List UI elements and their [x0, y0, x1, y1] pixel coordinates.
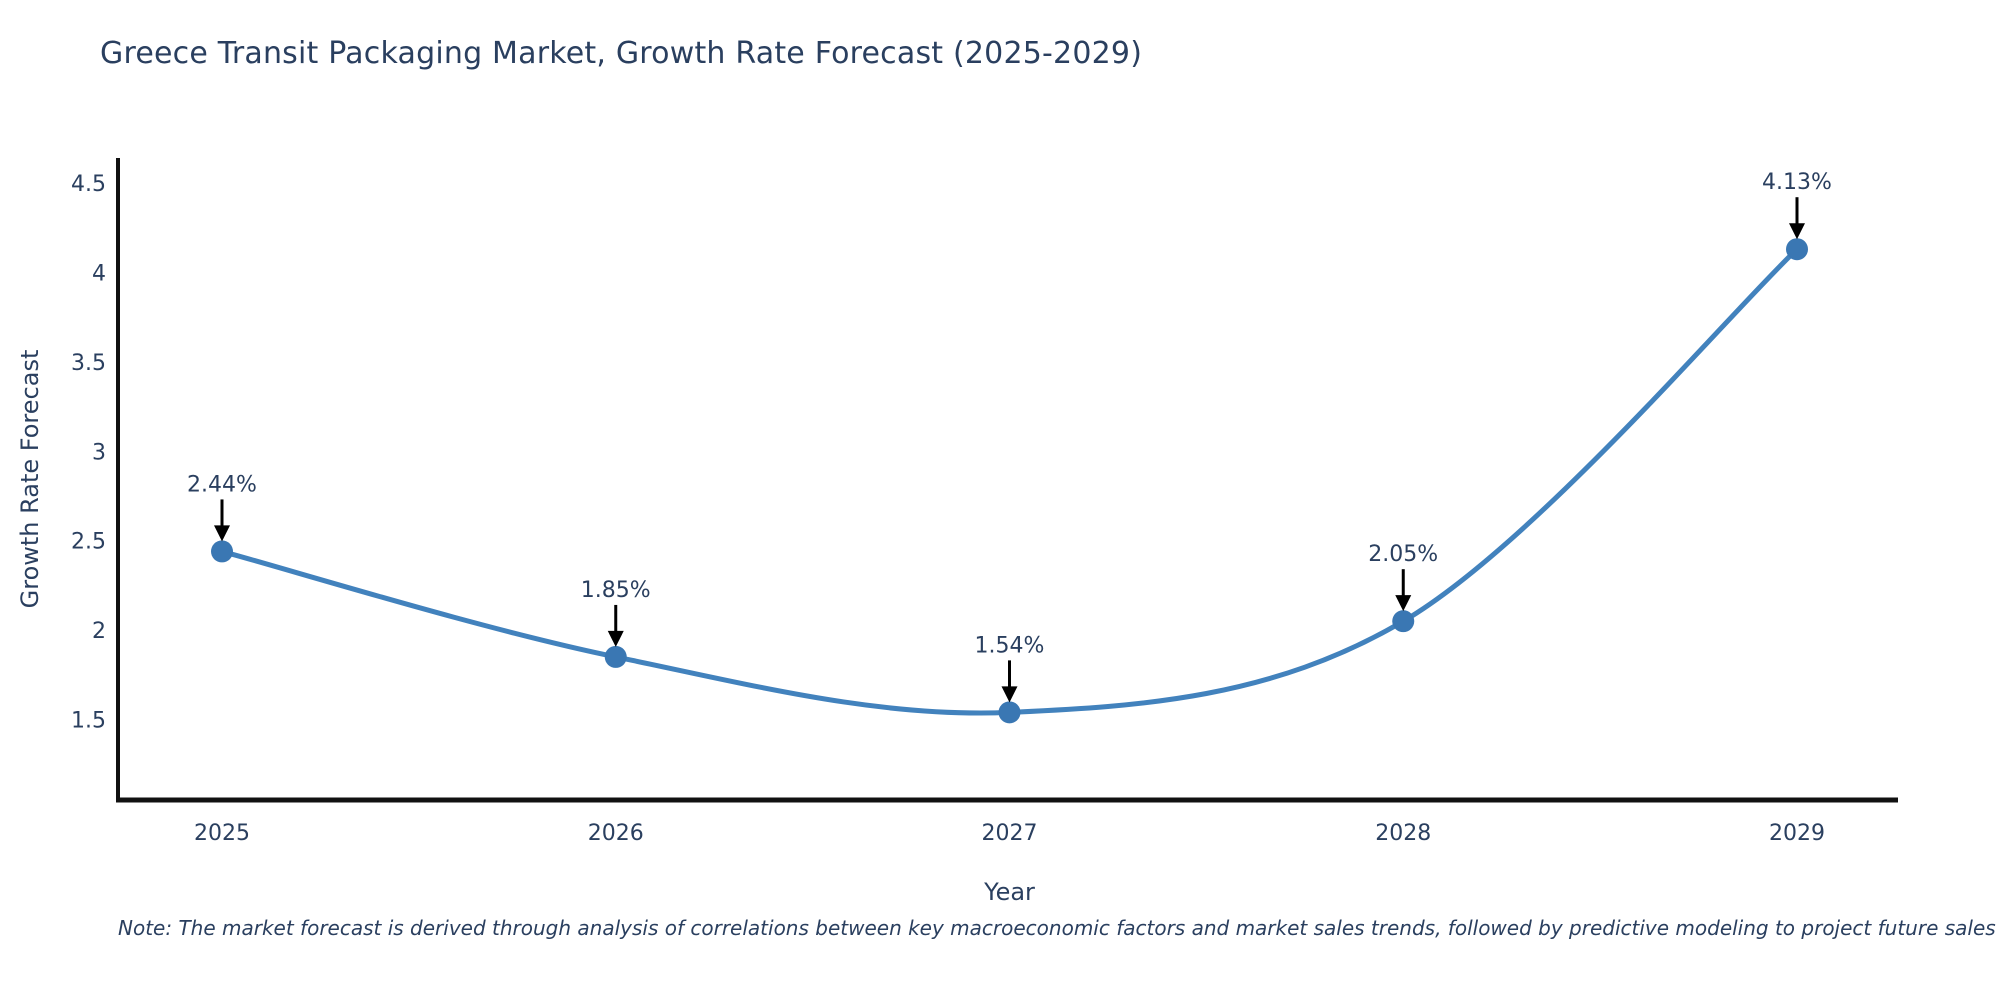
annotation-arrow-head — [214, 525, 230, 542]
data-point-marker — [211, 540, 233, 563]
data-point-marker — [1392, 610, 1415, 633]
x-tick-label: 2026 — [588, 821, 644, 846]
x-tick-label: 2025 — [194, 821, 250, 846]
y-axis-title: Growth Rate Forecast — [16, 350, 44, 609]
y-tick-label: 4.5 — [71, 172, 106, 197]
annotation-arrow-head — [1001, 686, 1018, 703]
chart-footnote: Note: The market forecast is derived thr… — [118, 916, 1996, 940]
annotation-arrow-head — [1789, 223, 1805, 240]
data-point-annotation: 2.05% — [1368, 542, 1438, 567]
data-point-annotation: 4.13% — [1762, 170, 1832, 195]
chart-title: Greece Transit Packaging Market, Growth … — [100, 36, 1143, 71]
x-axis-title: Year — [983, 878, 1035, 906]
data-point-marker — [604, 645, 627, 668]
y-tick-label: 2 — [92, 619, 106, 644]
data-point-marker — [998, 701, 1021, 724]
x-tick-label: 2028 — [1375, 821, 1431, 846]
y-tick-label: 2.5 — [71, 530, 106, 555]
y-tick-label: 3.5 — [71, 351, 106, 376]
data-point-annotation: 1.85% — [581, 578, 651, 603]
x-tick-label: 2027 — [982, 821, 1038, 846]
data-point-annotation: 1.54% — [975, 633, 1045, 658]
y-tick-label: 1.5 — [71, 709, 106, 734]
data-point-marker — [1786, 238, 1808, 261]
x-tick-label: 2029 — [1769, 821, 1825, 846]
y-tick-label: 3 — [92, 440, 106, 465]
annotation-arrow-head — [607, 630, 624, 647]
y-tick-label: 4 — [92, 261, 106, 286]
data-point-annotation: 2.44% — [187, 472, 257, 497]
annotation-arrow-head — [1395, 595, 1412, 612]
